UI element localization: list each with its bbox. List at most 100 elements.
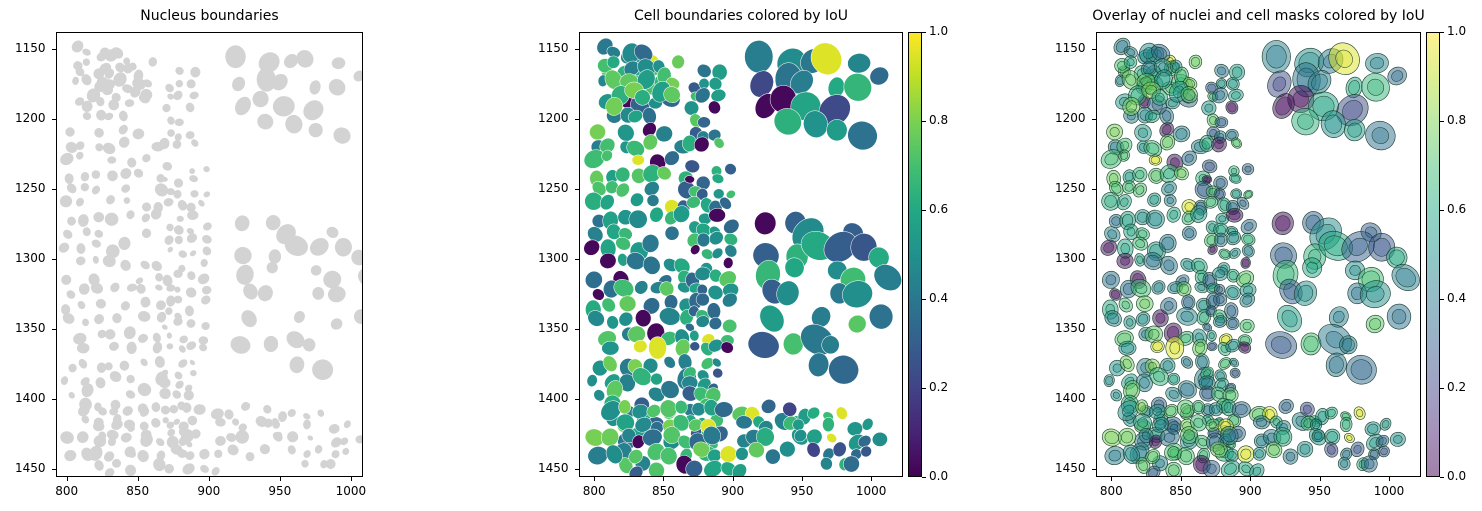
x-tick-mark bbox=[732, 477, 734, 481]
x-tick-mark bbox=[1180, 477, 1182, 481]
y-tick-label: 1150 bbox=[15, 40, 46, 55]
x-tick-label: 800 bbox=[55, 484, 79, 498]
y-tick-label: 1300 bbox=[538, 250, 569, 265]
x-tick-mark bbox=[1389, 477, 1391, 481]
x-tick-label: 950 bbox=[1308, 484, 1332, 498]
y-tick-mark bbox=[52, 48, 56, 50]
colorbar bbox=[908, 32, 922, 477]
y-tick-label: 1250 bbox=[538, 180, 569, 195]
colorbar-tick-mark bbox=[922, 31, 926, 33]
panel-title: Nucleus boundaries bbox=[140, 8, 279, 24]
colorbar-tick-label: 1.0 bbox=[929, 24, 949, 38]
colorbar-tick-mark bbox=[1440, 31, 1444, 33]
colorbar-tick-mark bbox=[1440, 387, 1444, 389]
segmentation-plot bbox=[1100, 37, 1420, 476]
x-tick-mark bbox=[594, 477, 596, 481]
x-tick-label: 800 bbox=[582, 484, 606, 498]
x-tick-label: 1000 bbox=[855, 484, 887, 498]
x-tick-label: 900 bbox=[1238, 484, 1262, 498]
x-tick-label: 850 bbox=[652, 484, 675, 498]
x-tick-mark bbox=[1111, 477, 1113, 481]
panel-title: Overlay of nuclei and cell masks colored… bbox=[1092, 8, 1425, 24]
colorbar-tick-label: 0.2 bbox=[1447, 380, 1467, 394]
x-tick-label: 1000 bbox=[335, 484, 367, 498]
colorbar-tick-mark bbox=[1440, 476, 1444, 478]
y-tick-mark bbox=[575, 258, 579, 260]
x-tick-label: 850 bbox=[126, 484, 150, 498]
segmentation-plot bbox=[58, 40, 362, 476]
x-tick-label: 800 bbox=[1099, 484, 1123, 498]
colorbar-tick-mark bbox=[922, 476, 926, 478]
axes-overlay bbox=[1096, 32, 1421, 477]
y-tick-mark bbox=[1092, 468, 1096, 470]
x-tick-label: 850 bbox=[1169, 484, 1193, 498]
y-tick-mark bbox=[1092, 258, 1096, 260]
y-tick-mark bbox=[1092, 118, 1096, 120]
colorbar-tick-label: 0.8 bbox=[929, 113, 949, 127]
y-tick-mark bbox=[1092, 328, 1096, 330]
y-tick-mark bbox=[1092, 398, 1096, 400]
x-tick-mark bbox=[137, 477, 139, 481]
x-tick-label: 950 bbox=[790, 484, 814, 498]
x-tick-mark bbox=[1319, 477, 1321, 481]
colorbar-tick-label: 0.0 bbox=[929, 469, 949, 483]
y-tick-label: 1250 bbox=[15, 180, 46, 195]
colorbar-tick-label: 0.8 bbox=[1447, 113, 1467, 127]
y-tick-mark bbox=[575, 188, 579, 190]
y-tick-label: 1350 bbox=[538, 320, 569, 335]
y-tick-label: 1450 bbox=[1055, 460, 1086, 475]
y-tick-label: 1200 bbox=[15, 110, 46, 125]
colorbar-tick-mark bbox=[922, 387, 926, 389]
y-tick-mark bbox=[52, 468, 56, 470]
y-tick-label: 1200 bbox=[538, 110, 569, 125]
x-tick-label: 950 bbox=[268, 484, 292, 498]
colorbar bbox=[1426, 32, 1440, 477]
y-tick-label: 1200 bbox=[1055, 110, 1086, 125]
y-tick-label: 1450 bbox=[15, 460, 46, 475]
colorbar-tick-label: 1.0 bbox=[1447, 24, 1467, 38]
colorbar-tick-mark bbox=[922, 298, 926, 300]
x-tick-mark bbox=[801, 477, 803, 481]
y-tick-mark bbox=[52, 398, 56, 400]
x-tick-mark bbox=[663, 477, 665, 481]
x-tick-mark bbox=[279, 477, 281, 481]
y-tick-mark bbox=[52, 258, 56, 260]
colorbar-tick-mark bbox=[922, 120, 926, 122]
y-tick-label: 1250 bbox=[1055, 180, 1086, 195]
y-tick-label: 1350 bbox=[15, 320, 46, 335]
y-tick-mark bbox=[52, 118, 56, 120]
colorbar-tick-mark bbox=[922, 209, 926, 211]
x-tick-mark bbox=[1250, 477, 1252, 481]
y-tick-mark bbox=[1092, 188, 1096, 190]
y-tick-mark bbox=[575, 398, 579, 400]
y-tick-mark bbox=[575, 118, 579, 120]
y-tick-label: 1400 bbox=[15, 390, 46, 405]
x-tick-label: 900 bbox=[721, 484, 745, 498]
panel-title: Cell boundaries colored by IoU bbox=[634, 8, 848, 24]
x-tick-label: 1000 bbox=[1373, 484, 1405, 498]
y-tick-mark bbox=[575, 328, 579, 330]
y-tick-label: 1300 bbox=[1055, 250, 1086, 265]
colorbar-tick-mark bbox=[1440, 209, 1444, 211]
y-tick-mark bbox=[1092, 48, 1096, 50]
colorbar-tick-label: 0.6 bbox=[1447, 202, 1467, 216]
x-tick-mark bbox=[66, 477, 68, 481]
colorbar-tick-label: 0.0 bbox=[1447, 469, 1467, 483]
y-tick-label: 1150 bbox=[538, 40, 569, 55]
colorbar-tick-label: 0.6 bbox=[929, 202, 949, 216]
colorbar-tick-mark bbox=[1440, 298, 1444, 300]
colorbar-tick-mark bbox=[1440, 120, 1444, 122]
y-tick-label: 1400 bbox=[1055, 390, 1086, 405]
x-tick-label: 900 bbox=[197, 484, 221, 498]
colorbar-tick-label: 0.2 bbox=[929, 380, 949, 394]
y-tick-label: 1300 bbox=[15, 250, 46, 265]
y-tick-mark bbox=[575, 48, 579, 50]
y-tick-label: 1400 bbox=[538, 390, 569, 405]
segmentation-plot bbox=[583, 37, 902, 476]
x-tick-mark bbox=[871, 477, 873, 481]
y-tick-mark bbox=[52, 188, 56, 190]
y-tick-mark bbox=[575, 468, 579, 470]
y-tick-mark bbox=[52, 328, 56, 330]
x-tick-mark bbox=[208, 477, 210, 481]
